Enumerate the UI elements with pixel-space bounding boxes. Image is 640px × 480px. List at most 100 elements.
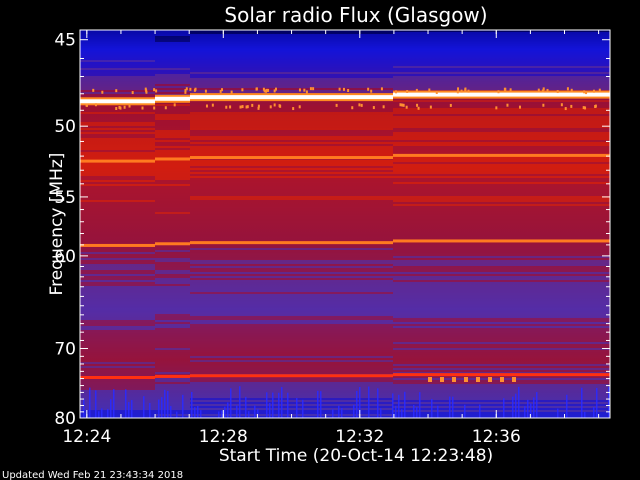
noise-streak <box>236 405 238 418</box>
spectrogram-row <box>80 80 155 82</box>
spectrogram-row <box>190 38 393 40</box>
burst-speck <box>263 89 266 93</box>
noise-streak <box>218 411 220 418</box>
spectrogram-row <box>80 248 155 250</box>
spectrogram-row <box>155 388 190 390</box>
spectrogram-row <box>190 334 393 336</box>
spectrogram-row <box>155 332 190 334</box>
spectrogram-row <box>190 176 393 178</box>
spectrogram-row <box>190 66 393 68</box>
spectrogram-row <box>80 216 155 218</box>
spectrogram-row <box>393 134 610 136</box>
burst-speck <box>504 87 507 91</box>
spectrogram-row <box>393 34 610 36</box>
spectrogram-row <box>393 328 610 330</box>
spectrogram-row <box>190 262 393 264</box>
spectrogram-row <box>155 146 190 148</box>
spectrogram-row <box>155 378 190 380</box>
spectrogram-row <box>393 36 610 38</box>
spectrogram-row <box>393 74 610 76</box>
emission-line <box>155 96 190 101</box>
spectrogram-row <box>80 46 155 48</box>
spectrogram-row <box>190 220 393 222</box>
noise-streak <box>278 392 280 418</box>
spectrogram-row <box>190 144 393 146</box>
spectrogram-row <box>80 176 155 178</box>
spectrogram-row <box>155 300 190 302</box>
spectrogram-row <box>155 166 190 168</box>
spectrogram-row <box>393 164 610 166</box>
spectrogram-row <box>80 370 155 372</box>
spectrogram-row <box>80 164 155 166</box>
burst-speck <box>185 87 188 91</box>
burst-speck <box>246 105 249 109</box>
spectrogram-row <box>80 128 155 130</box>
spectrogram-row <box>393 136 610 138</box>
y-axis-label: Frequency [MHz] <box>47 153 67 296</box>
spectrogram-row <box>80 416 155 418</box>
spectrogram-row <box>80 304 155 306</box>
spectrogram-row <box>155 350 190 352</box>
spectrogram-row <box>393 104 610 106</box>
plot-area <box>79 29 611 419</box>
spectrogram-row <box>190 58 393 60</box>
spectrogram-row <box>80 64 155 66</box>
spectrogram-row <box>393 60 610 62</box>
spectrogram-row <box>80 402 155 404</box>
spectrogram-row <box>190 370 393 372</box>
noise-streak <box>95 390 97 418</box>
spectrogram-row <box>190 44 393 46</box>
spectrogram-row <box>393 336 610 338</box>
spectrogram-row <box>80 52 155 54</box>
spectrogram-row <box>393 146 610 148</box>
spectrogram-row <box>80 280 155 282</box>
spectrogram-row <box>393 182 610 184</box>
spectrogram-row <box>393 294 610 296</box>
spectrogram-row <box>190 74 393 76</box>
spectrogram-row <box>155 360 190 362</box>
spectrogram-row <box>393 276 610 278</box>
spectrogram-row <box>80 352 155 354</box>
burst-speck <box>115 89 118 93</box>
spectrogram-row <box>393 358 610 360</box>
noise-streak <box>368 386 370 418</box>
noise-streak <box>359 386 361 418</box>
spectrogram-row <box>190 142 393 144</box>
burst-speck <box>131 91 134 95</box>
spectrogram-row <box>190 228 393 230</box>
spectrogram-row <box>80 410 155 412</box>
spectrogram-row <box>155 42 190 44</box>
spectrogram-row <box>393 262 610 264</box>
spectrogram-row <box>190 110 393 112</box>
noise-streak <box>98 411 100 418</box>
spectrogram-row <box>190 76 393 78</box>
spectrogram-row <box>155 218 190 220</box>
burst-speck <box>173 103 176 107</box>
spectrogram-row <box>80 124 155 126</box>
spectrogram-row <box>80 394 155 396</box>
spectrogram-row <box>190 380 393 382</box>
spectrogram-row <box>80 344 155 346</box>
spectrogram-row <box>80 168 155 170</box>
spectrogram-row <box>190 140 393 142</box>
spectrogram-row <box>190 198 393 200</box>
spectrogram-row <box>393 138 610 140</box>
spectrogram-row <box>190 152 393 154</box>
spectrogram-row <box>155 254 190 256</box>
noise-streak <box>581 387 583 418</box>
spectrogram-row <box>393 30 610 32</box>
spectrogram-row <box>155 264 190 266</box>
spectrogram-row <box>393 116 610 118</box>
noise-streak <box>332 409 334 418</box>
spectrogram-row <box>80 40 155 42</box>
spectrogram-row <box>190 404 393 406</box>
spectrogram-row <box>393 126 610 128</box>
spectrogram-row <box>155 348 190 350</box>
emission-lines <box>80 90 610 379</box>
spectrogram-row <box>80 288 155 290</box>
noise-streak <box>416 406 418 418</box>
spectrogram-row <box>155 342 190 344</box>
burst-speck <box>265 89 268 93</box>
burst-speck <box>370 89 373 93</box>
spectrogram-row <box>393 364 610 366</box>
